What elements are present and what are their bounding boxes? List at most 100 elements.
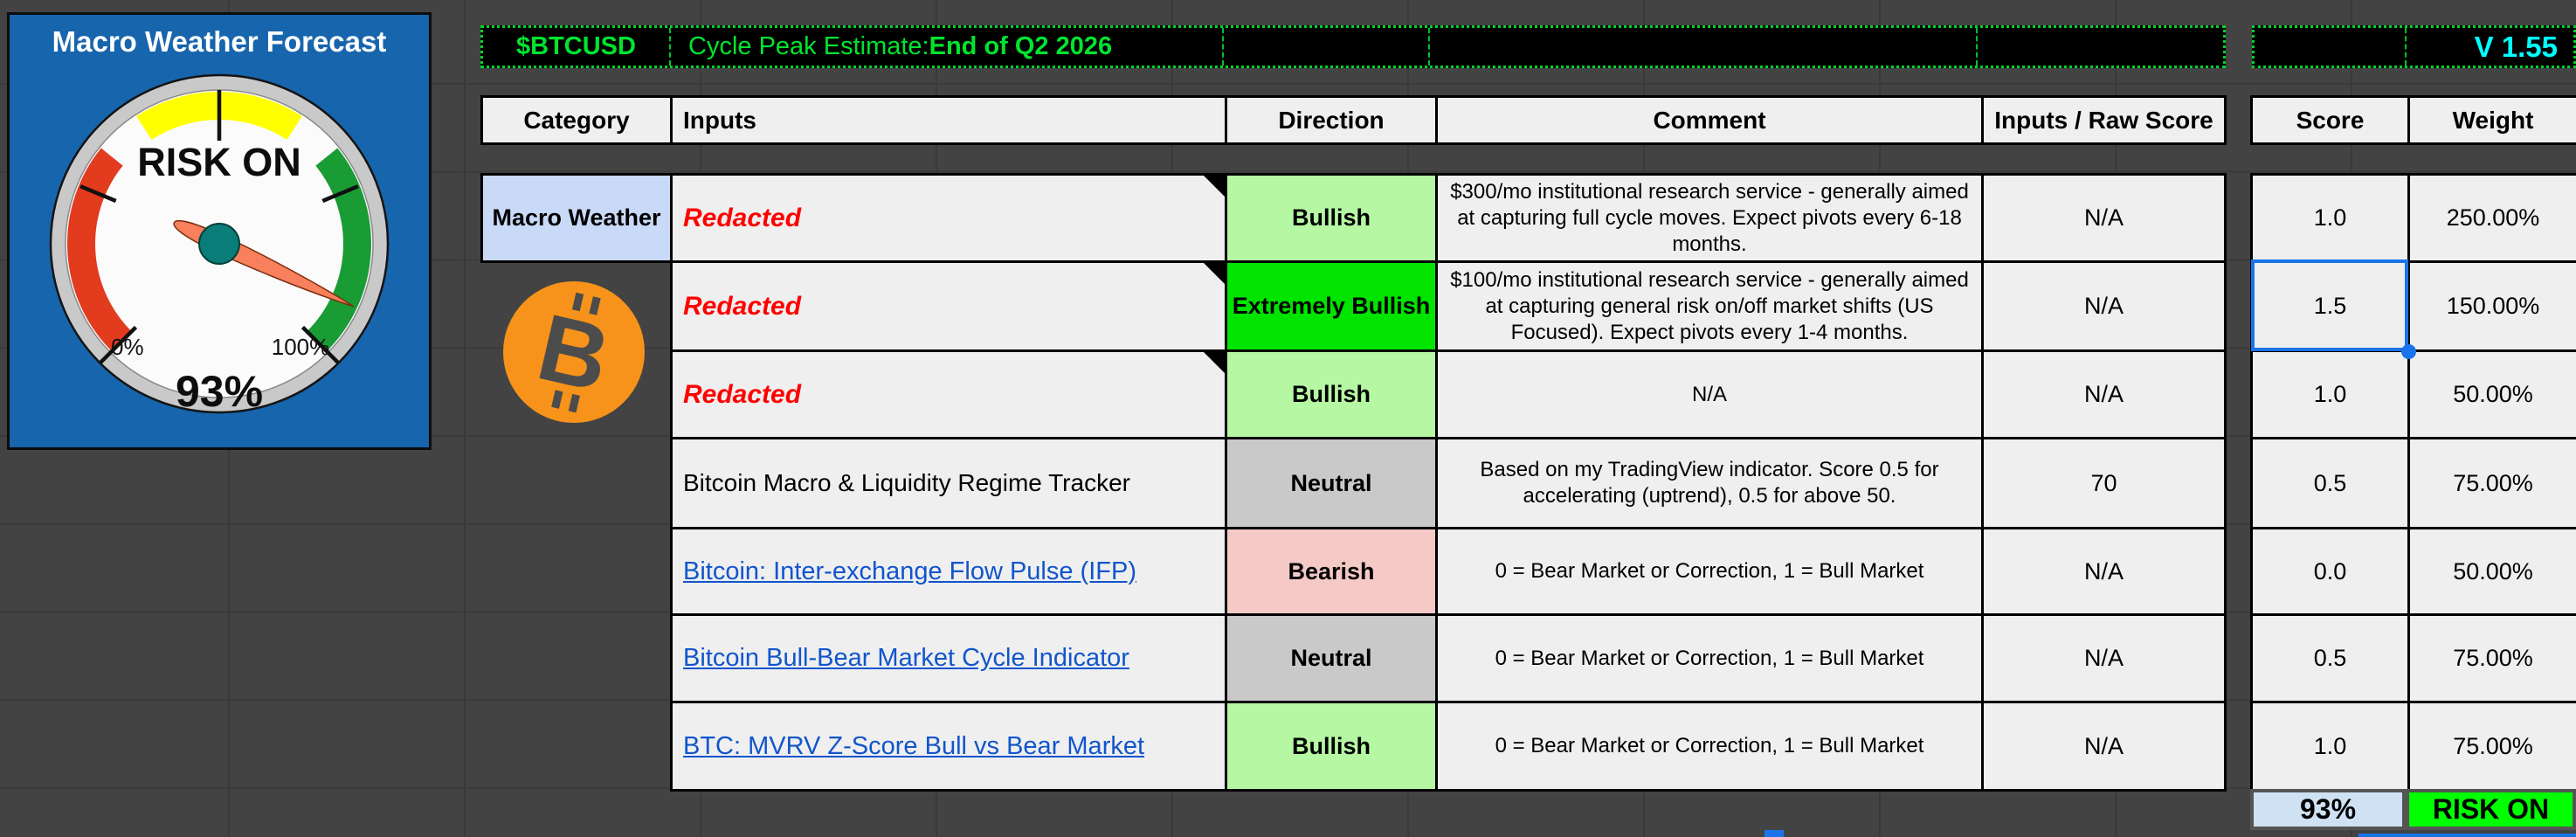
fill-handle[interactable] <box>2401 344 2416 359</box>
bitcoin-icon: B <box>503 281 645 423</box>
ticker-bar: $BTCUSD Cycle Peak Estimate: End of Q2 2… <box>480 25 2226 68</box>
table-row: 0.5 75.00% <box>2250 437 2576 529</box>
category-cell-empty[interactable] <box>482 529 672 615</box>
summary-status-cell[interactable]: RISK ON <box>2406 789 2576 830</box>
weight-cell[interactable]: 150.00% <box>2407 260 2576 352</box>
summary-score-cell[interactable]: 93% <box>2250 789 2406 830</box>
header-comment[interactable]: Comment <box>1435 95 1984 145</box>
gauge-arc-green <box>307 148 371 352</box>
table-row: Macro Weather Redacted Bullish $300/mo i… <box>480 173 2227 263</box>
input-cell[interactable]: Redacted <box>670 173 1227 263</box>
input-link[interactable]: BTC: MVRV Z-Score Bull vs Bear Market <box>683 731 1145 760</box>
ticker-symbol: $BTCUSD <box>516 32 636 60</box>
weight-cell[interactable]: 75.00% <box>2407 437 2576 529</box>
ticker-empty-cell[interactable] <box>1978 28 2223 66</box>
direction-cell[interactable]: Extremely Bullish <box>1225 260 1438 352</box>
comment-cell[interactable]: 0 = Bear Market or Correction, 1 = Bull … <box>1435 527 1984 616</box>
header-direction[interactable]: Direction <box>1225 95 1438 145</box>
comment-cell[interactable]: 0 = Bear Market or Correction, 1 = Bull … <box>1435 613 1984 703</box>
gauge-max-label: 100% <box>272 334 330 360</box>
table-row: 1.0 250.00% <box>2250 173 2576 263</box>
cycle-peak-cell[interactable]: Cycle Peak Estimate: End of Q2 2026 <box>671 28 1224 66</box>
table-row: 1.0 75.00% <box>2250 701 2576 792</box>
direction-cell[interactable]: Neutral <box>1225 437 1438 529</box>
input-cell[interactable]: Bitcoin: Inter-exchange Flow Pulse (IFP) <box>670 527 1227 616</box>
panel-title: Macro Weather Forecast <box>52 25 387 58</box>
direction-cell[interactable]: Bullish <box>1225 349 1438 439</box>
score-cell[interactable]: 0.5 <box>2250 437 2410 529</box>
table-row: Bitcoin Macro & Liquidity Regime Tracker… <box>482 437 2227 529</box>
input-cell[interactable]: Redacted <box>670 349 1227 439</box>
gauge-ticks <box>79 90 359 364</box>
redacted-text: Redacted <box>683 379 802 409</box>
comment-cell[interactable]: $100/mo institutional research service -… <box>1435 260 1984 352</box>
redacted-text: Redacted <box>683 203 802 232</box>
table-row: BTC: MVRV Z-Score Bull vs Bear Market Bu… <box>482 701 2227 792</box>
version-empty-cell[interactable] <box>2255 28 2407 66</box>
category-cell[interactable]: Macro Weather <box>480 173 673 263</box>
redacted-text: Redacted <box>683 291 802 321</box>
version-label[interactable]: V 1.55 <box>2474 30 2558 63</box>
comment-cell[interactable]: Based on my TradingView indicator. Score… <box>1435 437 1984 529</box>
category-cell-empty[interactable] <box>482 439 672 529</box>
raw-score-cell[interactable]: N/A <box>1981 173 2227 263</box>
direction-cell[interactable]: Bullish <box>1225 701 1438 792</box>
gauge-status-label: RISK ON <box>137 140 301 184</box>
score-cell[interactable]: 1.0 <box>2250 349 2410 439</box>
raw-score-cell[interactable]: 70 <box>1981 437 2227 529</box>
ticker-empty-cell[interactable] <box>1430 28 1978 66</box>
input-cell[interactable]: Bitcoin Bull-Bear Market Cycle Indicator <box>670 613 1227 703</box>
weight-cell[interactable]: 50.00% <box>2407 349 2576 439</box>
comment-cell[interactable]: $300/mo institutional research service -… <box>1435 173 1984 263</box>
main-table-header: Category Inputs Direction Comment Inputs… <box>480 95 2227 145</box>
score-table-body: 1.0 250.00% 1.5 150.00% 1.0 50.00% 0.5 7… <box>2250 173 2576 792</box>
score-cell[interactable]: 1.0 <box>2250 173 2410 263</box>
version-bar: V 1.55 <box>2252 25 2576 68</box>
weight-cell[interactable]: 75.00% <box>2407 613 2576 703</box>
ticker-empty-cell[interactable] <box>1224 28 1430 66</box>
table-row: Redacted Extremely Bullish $100/mo insti… <box>482 260 2227 352</box>
header-weight[interactable]: Weight <box>2407 95 2576 145</box>
comment-cell[interactable]: 0 = Bear Market or Correction, 1 = Bull … <box>1435 701 1984 792</box>
header-score[interactable]: Score <box>2250 95 2410 145</box>
risk-gauge-chart: RISK ON 0% 100% 93% <box>49 73 390 416</box>
macro-weather-panel: Macro Weather Forecast RISK ON 0% 100% 9… <box>7 12 432 450</box>
comment-cell[interactable]: N/A <box>1435 349 1984 439</box>
ticker-symbol-cell[interactable]: $BTCUSD <box>483 28 671 66</box>
raw-score-cell[interactable]: N/A <box>1981 613 2227 703</box>
raw-score-cell[interactable]: N/A <box>1981 260 2227 352</box>
score-cell[interactable]: 1.0 <box>2250 701 2410 792</box>
header-inputs[interactable]: Inputs <box>670 95 1227 145</box>
direction-cell[interactable]: Neutral <box>1225 613 1438 703</box>
input-cell[interactable]: Redacted <box>670 260 1227 352</box>
cutoff-blue-square <box>1765 830 1784 837</box>
input-link[interactable]: Bitcoin: Inter-exchange Flow Pulse (IFP) <box>683 557 1136 585</box>
input-cell[interactable]: Bitcoin Macro & Liquidity Regime Tracker <box>670 437 1227 529</box>
weight-cell[interactable]: 50.00% <box>2407 527 2576 616</box>
input-link[interactable]: Bitcoin Bull-Bear Market Cycle Indicator <box>683 644 1129 672</box>
table-row: Bitcoin: Inter-exchange Flow Pulse (IFP)… <box>482 527 2227 616</box>
table-row: Redacted Bullish N/A N/A <box>482 349 2227 439</box>
weight-cell[interactable]: 250.00% <box>2407 173 2576 263</box>
cycle-peak-value: End of Q2 2026 <box>929 32 1113 60</box>
cutoff-selection-line <box>2358 834 2576 837</box>
category-cell-empty[interactable] <box>482 702 672 791</box>
direction-cell[interactable]: Bearish <box>1225 527 1438 616</box>
header-raw-score[interactable]: Inputs / Raw Score <box>1981 95 2227 145</box>
raw-score-cell[interactable]: N/A <box>1981 701 2227 792</box>
table-row: 0.5 75.00% <box>2250 613 2576 703</box>
input-cell[interactable]: BTC: MVRV Z-Score Bull vs Bear Market <box>670 701 1227 792</box>
table-row: Bitcoin Bull-Bear Market Cycle Indicator… <box>482 613 2227 703</box>
raw-score-cell[interactable]: N/A <box>1981 349 2227 439</box>
table-row: 1.0 50.00% <box>2250 349 2576 439</box>
direction-cell[interactable]: Bullish <box>1225 173 1438 263</box>
gauge-value-label: 93% <box>176 367 263 416</box>
score-cell[interactable]: 0.0 <box>2250 527 2410 616</box>
weight-cell[interactable]: 75.00% <box>2407 701 2576 792</box>
score-cell[interactable]: 0.5 <box>2250 613 2410 703</box>
raw-score-cell[interactable]: N/A <box>1981 527 2227 616</box>
selected-cell-border <box>2251 259 2408 351</box>
category-cell-empty[interactable] <box>482 615 672 702</box>
header-category[interactable]: Category <box>480 95 673 145</box>
gauge-min-label: 0% <box>111 334 144 360</box>
